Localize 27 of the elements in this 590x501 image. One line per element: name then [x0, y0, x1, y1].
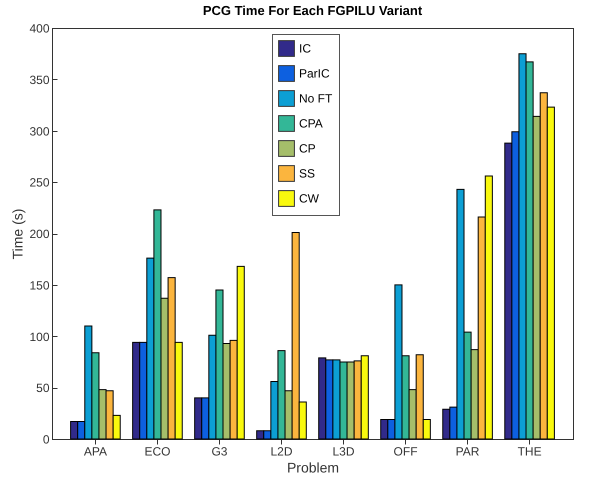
legend-label: IC [299, 42, 312, 56]
legend-label: CW [299, 192, 320, 206]
y-tick-label: 150 [29, 278, 50, 292]
legend-label: No FT [299, 92, 334, 106]
x-tick-label: ECO [144, 444, 170, 458]
x-tick-label: L3D [332, 444, 355, 458]
legend-label: CP [299, 142, 316, 156]
y-tick-label: 200 [29, 227, 50, 241]
legend-label: SS [299, 166, 316, 180]
y-tick-label: 400 [29, 22, 50, 36]
y-tick-label: 100 [29, 330, 50, 344]
y-tick-label: 0 [42, 432, 50, 446]
y-tick-label: 250 [29, 176, 50, 190]
y-tick-label: 350 [29, 72, 50, 87]
y-tick-label: 50 [36, 381, 50, 396]
x-tick-label: G3 [211, 444, 228, 458]
x-tick-label: OFF [394, 444, 418, 458]
legend-label: CPA [299, 116, 323, 130]
x-tick-label: THE [518, 444, 542, 458]
x-tick-label: APA [84, 444, 107, 458]
x-tick-label: L2D [270, 444, 293, 458]
x-tick-label: PAR [456, 444, 480, 458]
chart-title: PCG Time For Each FGPILU Variant [202, 3, 423, 18]
y-axis-title: Time (s) [9, 208, 26, 260]
y-tick-label: 300 [29, 124, 50, 138]
x-axis-title: Problem [286, 460, 340, 476]
legend-label: ParIC [299, 66, 330, 80]
